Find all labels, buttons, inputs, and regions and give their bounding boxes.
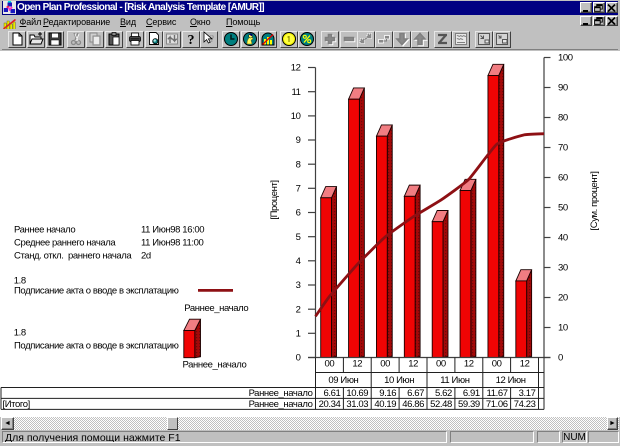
svg-text:00: 00 <box>436 358 446 369</box>
svg-text:Раннее начало: Раннее начало <box>14 225 75 236</box>
svg-text:11 Июн98 16:00: 11 Июн98 16:00 <box>141 225 204 236</box>
svg-text:2d: 2d <box>141 250 151 261</box>
svg-text:Среднее раннего начала: Среднее раннего начала <box>14 238 116 249</box>
svg-text:12: 12 <box>352 358 362 369</box>
svg-text:11: 11 <box>291 87 300 98</box>
svg-text:Раннее_начало: Раннее_начало <box>183 360 247 371</box>
svg-text:74.23: 74.23 <box>514 399 536 410</box>
svg-text:52.48: 52.48 <box>430 399 452 410</box>
svg-text:6: 6 <box>296 208 301 219</box>
svg-text:10: 10 <box>291 111 301 122</box>
svg-text:3.17: 3.17 <box>519 388 536 399</box>
svg-text:90: 90 <box>558 83 568 94</box>
svg-text:?: ? <box>210 34 215 45</box>
svg-text:7: 7 <box>296 183 301 194</box>
svg-text:12: 12 <box>520 358 530 369</box>
svg-text:10: 10 <box>558 323 568 334</box>
svg-text:30: 30 <box>558 263 568 274</box>
svg-text:46.86: 46.86 <box>402 399 424 410</box>
svg-text:70: 70 <box>558 143 568 154</box>
svg-text:00: 00 <box>492 358 502 369</box>
svg-text:[Процент]: [Процент] <box>269 180 280 219</box>
svg-text:1: 1 <box>296 328 301 339</box>
svg-text:5.62: 5.62 <box>435 388 452 399</box>
svg-text:Раннее_начало: Раннее_начало <box>249 388 313 399</box>
svg-text:12: 12 <box>408 358 418 369</box>
svg-text:11 Июн98 11:00: 11 Июн98 11:00 <box>141 238 203 249</box>
svg-text:00: 00 <box>325 358 335 369</box>
svg-text:2: 2 <box>296 304 301 315</box>
svg-text:0: 0 <box>296 353 301 364</box>
svg-text:8: 8 <box>296 159 301 170</box>
svg-text:60: 60 <box>558 173 568 184</box>
svg-text:40.19: 40.19 <box>374 399 396 410</box>
svg-text:10 Июн: 10 Июн <box>384 375 414 386</box>
svg-text:11 Июн: 11 Июн <box>440 375 469 386</box>
svg-text:6.61: 6.61 <box>324 388 341 399</box>
svg-text:5: 5 <box>296 232 301 243</box>
svg-text:[Итого]: [Итого] <box>3 399 30 410</box>
svg-text:20.34: 20.34 <box>319 399 341 410</box>
svg-text:1.8: 1.8 <box>14 327 26 338</box>
svg-text:20: 20 <box>558 293 568 304</box>
svg-text:12: 12 <box>291 63 301 74</box>
svg-text:Подписание акта о вводе в эксп: Подписание акта о вводе в эксплатацию <box>14 285 179 296</box>
svg-text:0: 0 <box>558 353 563 364</box>
svg-text:00: 00 <box>380 358 390 369</box>
svg-text:Раннее_начало: Раннее_начало <box>184 303 248 314</box>
svg-text:11.67: 11.67 <box>487 388 508 399</box>
svg-text:Раннее_начало: Раннее_начало <box>249 399 313 410</box>
svg-text:59.39: 59.39 <box>458 399 480 410</box>
svg-text:?: ? <box>187 33 194 47</box>
svg-text:4: 4 <box>296 256 301 267</box>
svg-text:80: 80 <box>558 113 568 124</box>
svg-text:40: 40 <box>558 233 568 244</box>
svg-text:1.8: 1.8 <box>14 275 26 286</box>
svg-text:6.67: 6.67 <box>407 388 424 399</box>
svg-text:31.03: 31.03 <box>346 399 368 410</box>
svg-text:Подписание акта о вводе в эксп: Подписание акта о вводе в эксплатацию <box>14 340 179 351</box>
svg-text:3: 3 <box>296 280 301 291</box>
svg-text:6.91: 6.91 <box>463 388 480 399</box>
svg-text:[Сум. процент]: [Сум. процент] <box>589 172 600 231</box>
svg-text:10.69: 10.69 <box>346 388 368 399</box>
svg-text:50: 50 <box>558 203 568 214</box>
svg-text:9: 9 <box>296 135 301 146</box>
svg-text:12 Июн: 12 Июн <box>496 375 526 386</box>
svg-text:Станд. откл. раннего начала: Станд. откл. раннего начала <box>14 250 132 261</box>
svg-text:09 Июн: 09 Июн <box>328 375 358 386</box>
svg-text:71.06: 71.06 <box>486 399 508 410</box>
svg-text:100: 100 <box>558 53 573 64</box>
svg-text:9.16: 9.16 <box>379 388 396 399</box>
svg-text:12: 12 <box>464 358 474 369</box>
